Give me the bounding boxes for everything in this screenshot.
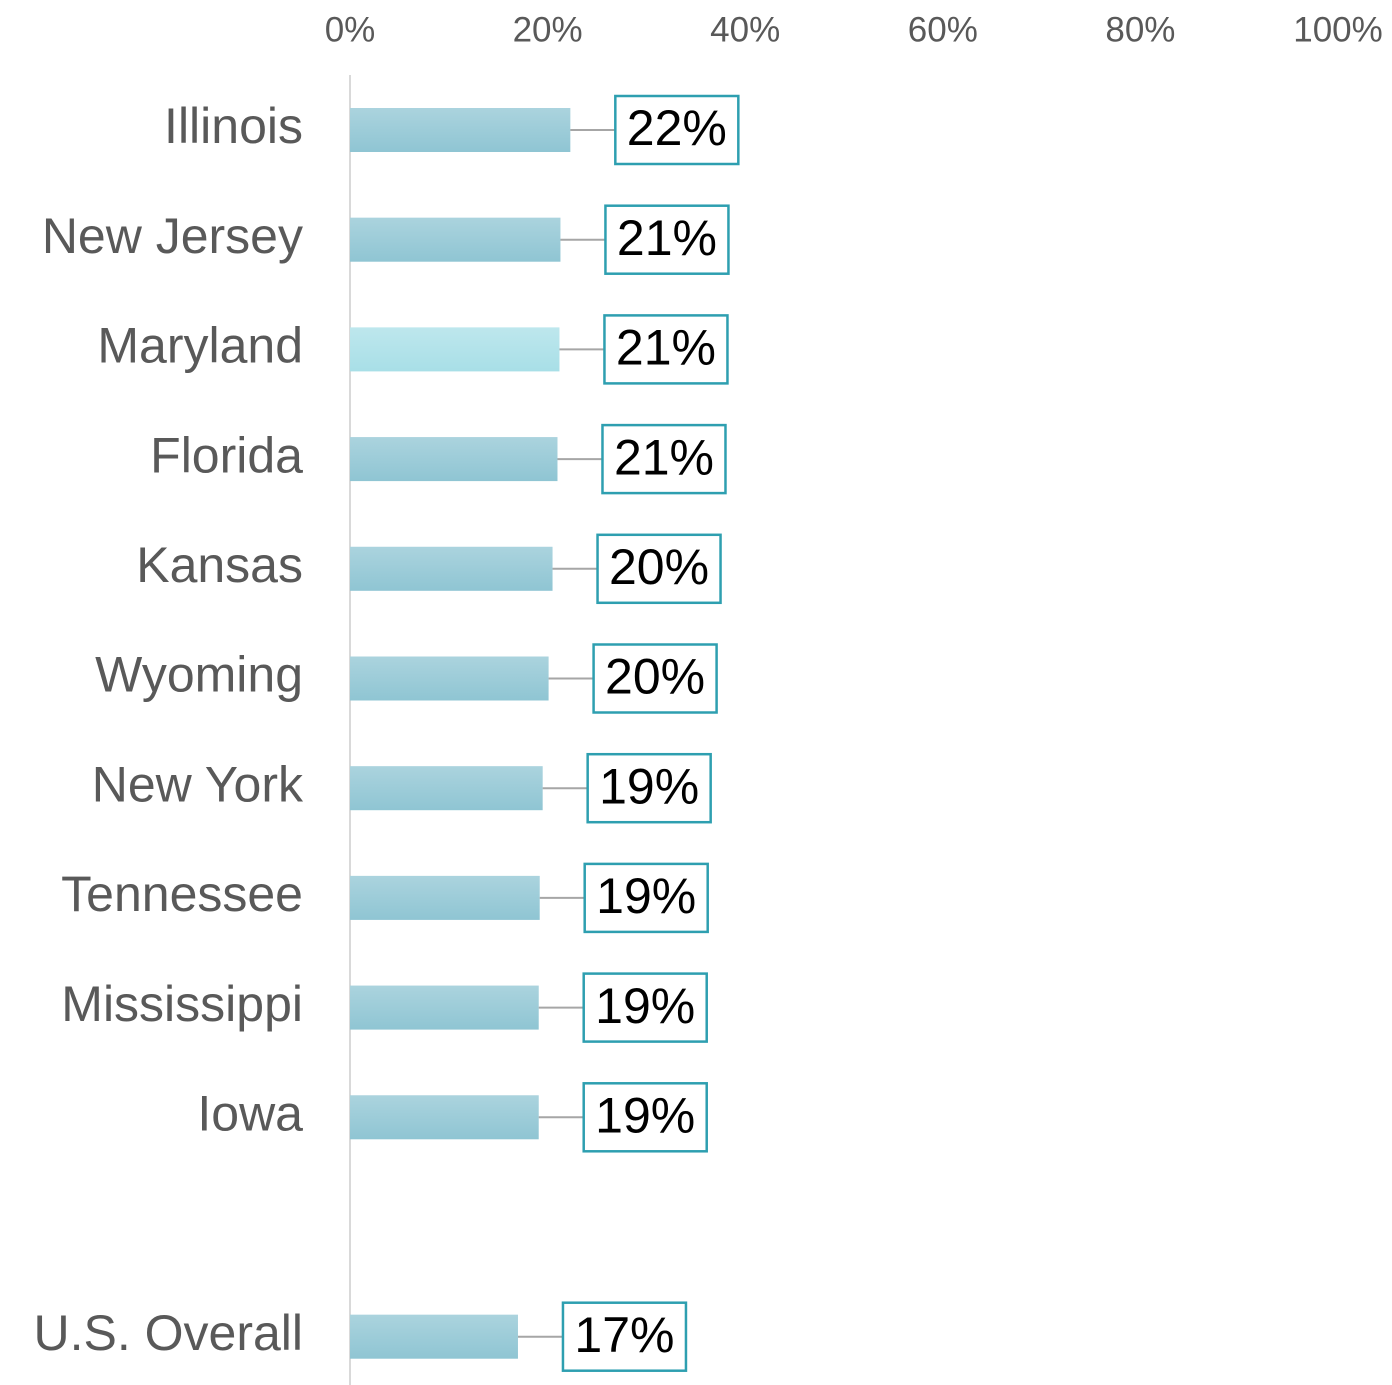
category-label: New York — [92, 756, 304, 812]
bar-shade — [350, 108, 571, 152]
category-label: Tennessee — [61, 866, 303, 922]
category-label: Wyoming — [95, 647, 303, 703]
value-label-box — [582, 1082, 708, 1153]
x-tick-label: 60% — [908, 10, 978, 49]
value-label: 19% — [595, 978, 695, 1034]
value-label-box — [586, 752, 712, 824]
bar-shade — [350, 766, 543, 811]
bar-shade — [350, 656, 549, 701]
value-label-box — [561, 1301, 688, 1372]
value-label-box — [596, 533, 722, 605]
category-label: New Jersey — [42, 208, 303, 264]
category-label: Iowa — [197, 1086, 303, 1142]
value-label: 22% — [627, 100, 727, 156]
bar-shade — [350, 327, 560, 372]
bar-shade — [350, 1314, 518, 1359]
value-label-box — [604, 204, 730, 275]
bar-shade — [350, 1095, 539, 1140]
value-label-box — [583, 862, 709, 934]
bar-shade — [350, 875, 540, 920]
value-label-box — [601, 423, 727, 495]
x-tick-label: 20% — [513, 10, 583, 49]
category-label: Illinois — [164, 98, 303, 154]
bar-shade — [350, 985, 539, 1030]
value-label: 19% — [599, 758, 699, 814]
category-label: Mississippi — [61, 976, 303, 1032]
value-label: 20% — [609, 539, 709, 595]
value-label: 21% — [614, 429, 714, 485]
category-label: U.S. Overall — [33, 1305, 303, 1361]
value-label-box — [603, 314, 729, 385]
value-label-box — [614, 94, 740, 166]
value-label: 20% — [605, 649, 705, 705]
value-label: 17% — [574, 1307, 674, 1363]
bar-shade — [350, 437, 558, 482]
value-label: 21% — [617, 210, 717, 266]
x-tick-label: 80% — [1105, 10, 1175, 49]
category-label: Kansas — [136, 537, 303, 593]
x-tick-label: 0% — [325, 10, 376, 49]
value-label: 21% — [616, 320, 716, 376]
value-label-box — [582, 972, 708, 1043]
value-label: 19% — [596, 868, 696, 924]
category-label: Florida — [150, 427, 303, 483]
value-label-box — [592, 643, 718, 714]
x-tick-label: 40% — [710, 10, 780, 49]
category-label: Maryland — [97, 318, 303, 374]
bar-shade — [350, 546, 553, 591]
x-tick-label: 100% — [1293, 10, 1383, 49]
value-label: 19% — [595, 1088, 695, 1144]
bar-shade — [350, 217, 561, 262]
